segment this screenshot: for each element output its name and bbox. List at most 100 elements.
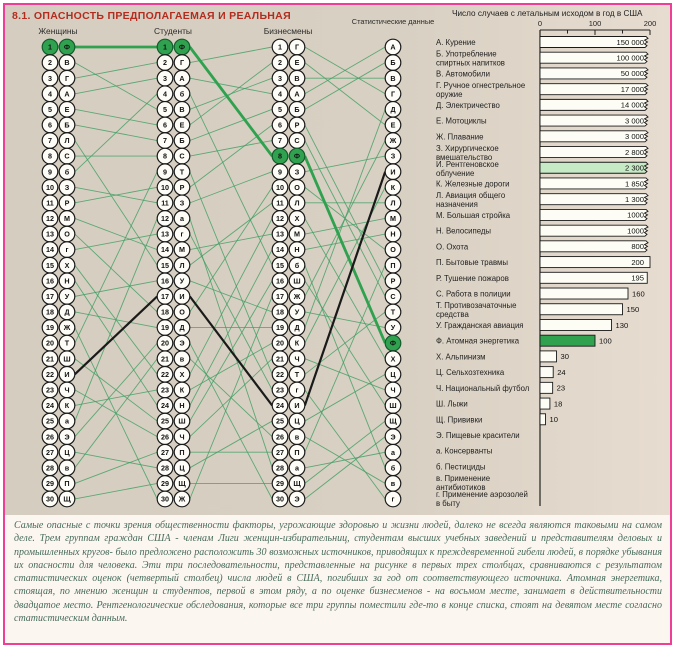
bar <box>539 36 649 48</box>
rank-circle-label: 17 <box>46 292 54 301</box>
connection-line <box>74 280 158 297</box>
bar <box>539 271 648 284</box>
column-header-students: Студенты <box>154 26 192 36</box>
bar-value: 1000 <box>627 211 644 220</box>
bar <box>539 350 557 363</box>
connection-line <box>74 295 158 376</box>
rank-circle-label: Щ <box>293 479 301 488</box>
rank-circle-label: 18 <box>46 308 54 317</box>
rank-circle-label: Ш <box>293 276 300 285</box>
rank-circle-label: Б <box>64 121 69 130</box>
bar-row: Л. Авиация общего назначения 1 300 <box>436 191 649 209</box>
rank-circle-label: б <box>391 463 396 472</box>
rank-circle-label: Ж <box>63 323 71 332</box>
rank-circle-label: 6 <box>278 121 282 130</box>
rank-circle-label: 7 <box>48 136 52 145</box>
connection-line <box>74 280 158 406</box>
bar-label: А. Курение <box>436 38 476 47</box>
rank-circle-label: Т <box>391 308 396 317</box>
bar-label: Б. Употребление спиртных напитков <box>436 50 505 68</box>
rank-circle-label: 5 <box>48 105 52 114</box>
rank-circle-label: П <box>64 479 69 488</box>
bar-row: Б. Употребление спиртных напитков 100 000 <box>436 50 649 68</box>
bar-label: Ш. Лыжи <box>436 400 468 409</box>
rank-circle-label: 30 <box>276 495 284 504</box>
rank-circle-label: У <box>391 323 396 332</box>
rank-circle-label: Е <box>180 121 185 130</box>
connection-line <box>304 358 386 391</box>
rank-circle-label: 9 <box>278 167 282 176</box>
bar-value: 2 300 <box>625 164 644 173</box>
rank-circle-label: 6 <box>48 121 52 130</box>
rank-circle-label: Е <box>391 121 396 130</box>
rank-circle-label: Г <box>295 43 299 52</box>
rank-circle-label: 20 <box>276 339 284 348</box>
bar-label: К. Железные дороги <box>436 179 510 188</box>
connection-line <box>304 280 386 406</box>
rank-circle-label: 21 <box>161 354 169 363</box>
bar-value: 800 <box>631 242 644 251</box>
rank-circle-label: 25 <box>161 417 169 426</box>
rank-circle-label: З <box>65 183 70 192</box>
connection-line <box>304 46 386 95</box>
rank-circle-label: 24 <box>276 401 284 410</box>
rank-circle-label: Д <box>179 323 184 332</box>
rank-circle-label: Ч <box>179 432 184 441</box>
bar-row: Д. Электричество 14 000 <box>436 98 649 111</box>
rank-circle-label: 11 <box>161 198 169 207</box>
rank-circle-label: 24 <box>46 401 54 410</box>
connection-line <box>189 171 273 375</box>
rank-circle-label: Л <box>390 198 395 207</box>
bar-row: Р. Тушение пожаров 195 <box>436 271 648 284</box>
rank-circle <box>58 490 76 508</box>
bar-value: 160 <box>632 289 645 298</box>
bar-value: 100 <box>599 336 612 345</box>
rank-circle-label: П <box>294 448 299 457</box>
bar-label: И. Рентгеновское облучение <box>436 160 499 178</box>
rank-circle-label: Ф <box>179 43 185 52</box>
bar <box>539 256 651 269</box>
rank-circle-label: 8 <box>163 152 167 161</box>
bar-row: Ж. Плавание 3 000 <box>436 130 649 143</box>
rank-circle-label: 16 <box>46 276 54 285</box>
rank-circle-label: 27 <box>276 448 284 457</box>
connection-lines <box>74 45 387 500</box>
bar-value: 17 000 <box>621 85 644 94</box>
rank-circle-label: З <box>391 152 396 161</box>
bar-value: 3 000 <box>625 116 644 125</box>
connection-line <box>304 233 386 251</box>
connection-line <box>189 187 273 313</box>
bar <box>539 51 649 64</box>
connection-line <box>188 46 274 157</box>
rank-circle-label: 20 <box>46 339 54 348</box>
rank-circle-label: К <box>295 339 300 348</box>
connection-line <box>304 218 386 235</box>
rank-circle-label: В <box>179 105 184 114</box>
rank-circle-label: И <box>64 370 69 379</box>
rank-circle-label: С <box>390 292 395 301</box>
connection-line <box>304 265 386 468</box>
bar-label: З. Хирургическое вмешательство <box>436 144 499 162</box>
rank-circle-label: Н <box>179 401 184 410</box>
rank-circle-label: Е <box>295 58 300 67</box>
connection-line <box>304 265 386 453</box>
bar <box>539 381 554 394</box>
rank-circle-label: Р <box>391 276 396 285</box>
bar <box>539 114 649 127</box>
rank-circle-label: Ц <box>64 448 70 457</box>
rank-circle-label: М <box>390 214 396 223</box>
bar-row: А. Курение 150 000 <box>436 36 649 48</box>
rank-circle-label: 13 <box>46 230 54 239</box>
rank-circle-label: У <box>180 276 185 285</box>
bar-label: С. Работа в полиции <box>436 290 511 299</box>
connection-line <box>189 62 273 126</box>
rank-circle-label: в <box>65 463 70 472</box>
rank-circle-label: Л <box>64 136 69 145</box>
rank-circle-label: 1 <box>163 43 167 52</box>
rank-circle-label: а <box>295 463 300 472</box>
rank-circle-label: 19 <box>46 323 54 332</box>
rank-circle-label: 12 <box>46 214 54 223</box>
rank-circle-label: З <box>295 167 300 176</box>
rank-circle-label: О <box>390 245 396 254</box>
rank-circle-label: 24 <box>161 401 169 410</box>
